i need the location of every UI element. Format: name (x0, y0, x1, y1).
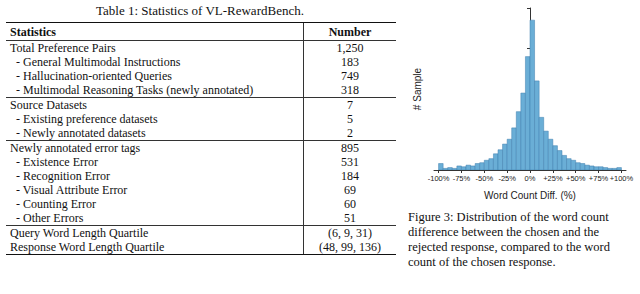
html-text:- Existing preference datasets: - Existing preference datasets (16, 112, 158, 126)
html-text:5: 5 (347, 112, 353, 126)
html-text:- Counting Error: - Counting Error (16, 197, 96, 211)
svg-text:Word Count Diff. (%): Word Count Diff. (%) (484, 190, 576, 201)
html-text:(48, 99, 136): (48, 99, 136) (319, 240, 381, 254)
svg-text:-100%: -100% (428, 174, 450, 183)
html-text:Response Word Length Quartile: Response Word Length Quartile (10, 240, 165, 254)
html-text:51: 51 (344, 211, 356, 225)
html-text:69: 69 (344, 183, 356, 197)
html-text:7: 7 (347, 98, 353, 112)
html-text:- General Multimodal Instructi: - General Multimodal Instructions (16, 55, 181, 69)
svg-text:-25%: -25% (498, 174, 516, 183)
html-text:- Multimodal Reasoning Tasks (: - Multimodal Reasoning Tasks (newly anno… (16, 83, 254, 97)
html-text:749: 749 (341, 69, 359, 83)
html-text:- Newly annotated datasets: - Newly annotated datasets (16, 126, 146, 140)
html-text:2: 2 (347, 126, 353, 140)
svg-text:+25%: +25% (543, 174, 563, 183)
svg-text:+75%: +75% (589, 174, 609, 183)
html-text:531: 531 (341, 155, 359, 169)
html-text:- Existence Error: - Existence Error (16, 155, 98, 169)
html-text:Statistics: Statistics (10, 24, 56, 39)
html-text:60: 60 (344, 197, 356, 211)
html-text:Query Word Length Quartile: Query Word Length Quartile (10, 226, 149, 240)
html-text:Newly annotated error tags: Newly annotated error tags (10, 141, 141, 155)
html-text:184: 184 (341, 169, 359, 183)
html-text:(6, 9, 31): (6, 9, 31) (328, 226, 372, 240)
html-text:Source Datasets: Source Datasets (10, 98, 87, 112)
html-text:- Recognition Error: - Recognition Error (16, 169, 110, 183)
html-text:Figure 3: Distribution of the: Figure 3: Distribution of the word count… (408, 210, 610, 269)
html-text:Number: Number (328, 24, 372, 39)
svg-text:0%: 0% (525, 174, 536, 183)
svg-text:# Sample: # Sample (412, 67, 423, 110)
html-text:318: 318 (341, 83, 359, 97)
svg-text:+50%: +50% (566, 174, 586, 183)
html-text:1,250: 1,250 (336, 41, 364, 55)
html-text:895: 895 (341, 141, 359, 155)
html-text:Table 1: Statistics of VL-Rewa: Table 1: Statistics of VL-RewardBench. (96, 3, 304, 18)
svg-text:-50%: -50% (476, 174, 494, 183)
svg-text:-75%: -75% (453, 174, 471, 183)
html-text:183: 183 (341, 55, 359, 69)
svg-text:+100%: +100% (610, 174, 634, 183)
html-text:- Visual Attribute Error: - Visual Attribute Error (16, 183, 128, 197)
html-text:Total Preference Pairs: Total Preference Pairs (10, 41, 116, 55)
html-text:- Other Errors: - Other Errors (16, 211, 84, 225)
html-text:- Hallucination-oriented Queri: - Hallucination-oriented Queries (16, 69, 172, 83)
